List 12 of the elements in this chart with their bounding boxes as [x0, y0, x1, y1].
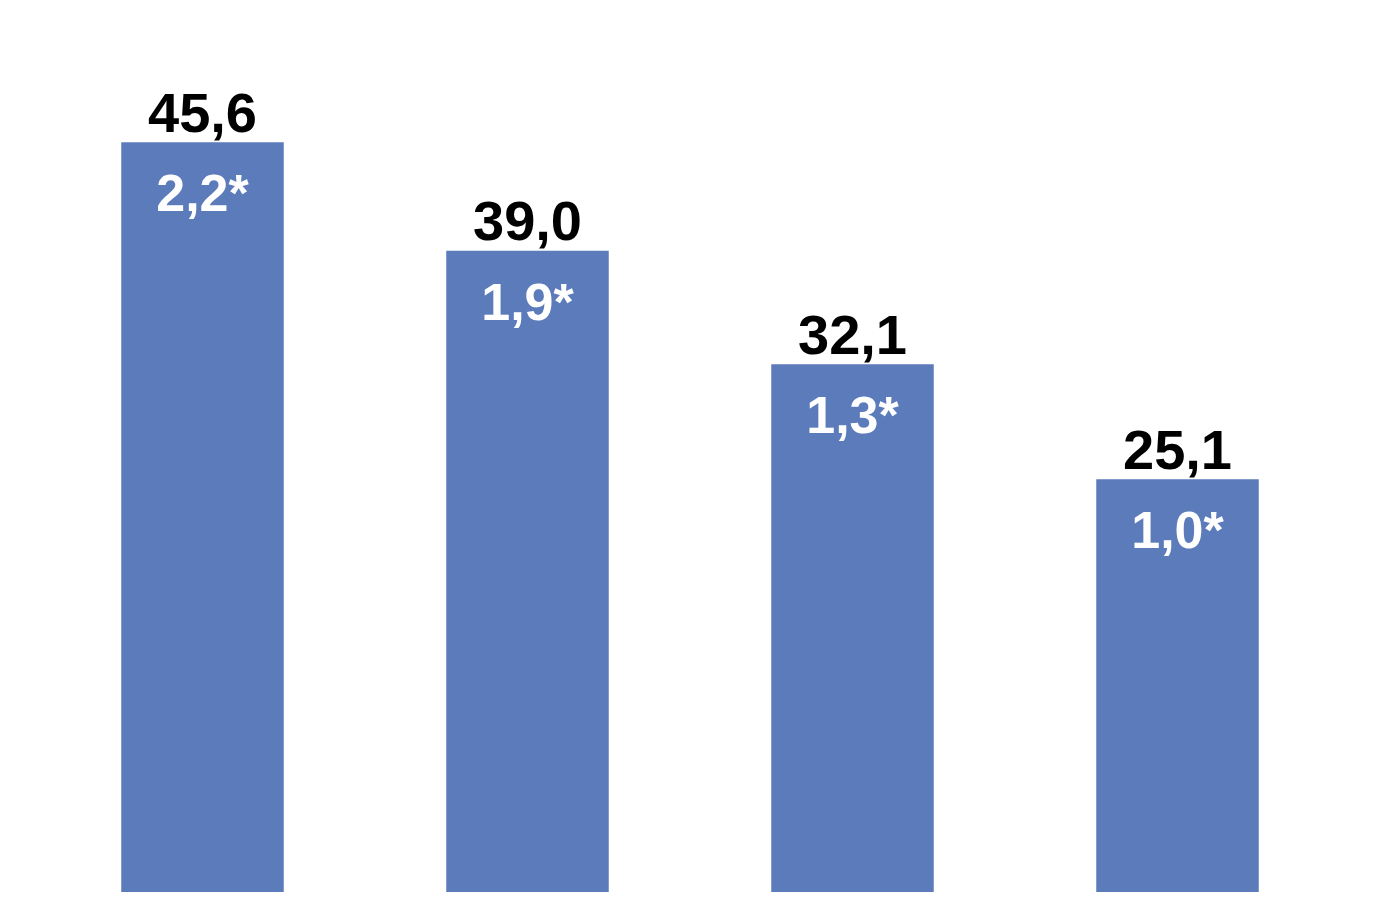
annotation: 1,3* [806, 386, 900, 445]
data-label: 45,6 [148, 80, 257, 144]
annotation: 1,9* [481, 272, 575, 331]
bar [121, 142, 284, 892]
data-label: 32,1 [798, 302, 907, 366]
data-label: 39,0 [473, 189, 582, 253]
bar [771, 364, 934, 892]
annotation: 2,2* [156, 164, 250, 223]
annotation: 1,0* [1131, 501, 1225, 560]
data-label: 25,1 [1123, 417, 1232, 481]
bar [446, 250, 609, 892]
bar [1096, 479, 1259, 892]
